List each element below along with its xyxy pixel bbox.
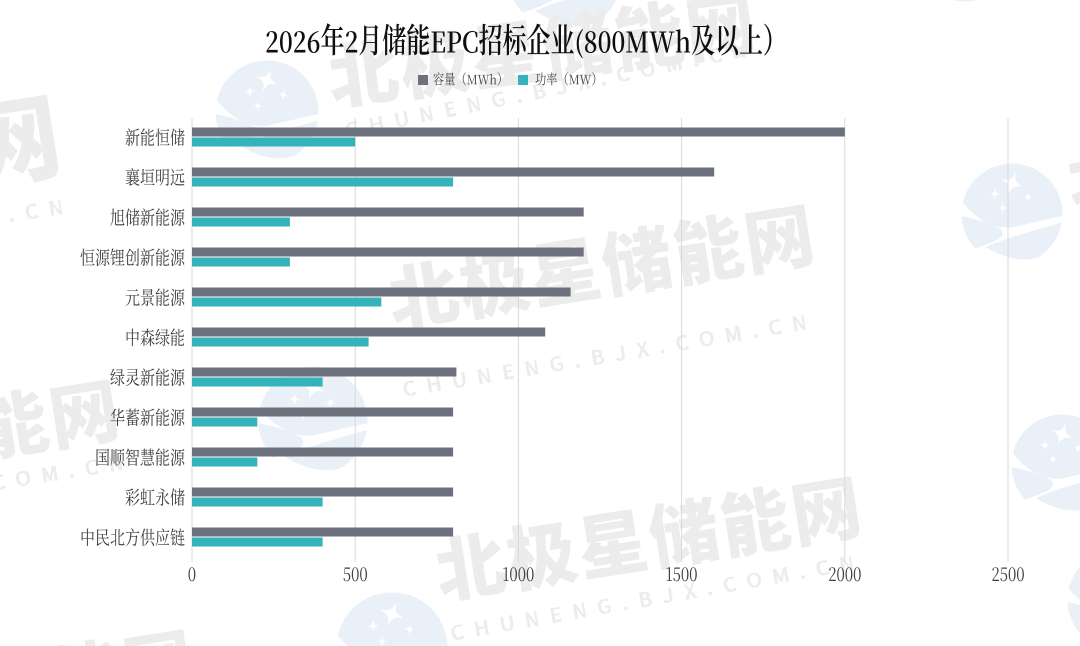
capacity-bar-1 (192, 167, 715, 177)
power-bar-9 (192, 497, 323, 507)
category-label-9 (125, 488, 185, 506)
power-bar-6 (192, 377, 323, 387)
x-tick-label-1000 (503, 567, 534, 582)
power-bar-0 (192, 137, 356, 147)
category-label-1 (125, 168, 185, 186)
power-bar-2 (192, 217, 290, 227)
power-bar-4 (192, 297, 382, 307)
x-tick-label-2500 (992, 567, 1024, 582)
x-tick-label-1500 (666, 567, 697, 582)
capacity-bar-10 (192, 527, 454, 537)
x-tick-label-500 (343, 567, 367, 582)
capacity-bar-7 (192, 407, 454, 417)
legend-swatch-power (518, 75, 528, 85)
legend-swatch-capacity (418, 75, 428, 85)
capacity-bar-3 (192, 247, 584, 257)
capacity-bar-5 (192, 327, 546, 337)
power-bar-5 (192, 337, 369, 347)
category-label-2 (110, 208, 185, 226)
chart-title-visual (266, 23, 772, 59)
power-bar-1 (192, 177, 454, 187)
capacity-bar-8 (192, 447, 454, 457)
category-label-4 (125, 288, 185, 307)
legend-label-capacity-visual (433, 72, 501, 86)
power-bar-10 (192, 537, 323, 547)
category-label-7 (110, 408, 185, 427)
x-tick-label-0 (188, 567, 196, 582)
capacity-bar-2 (192, 207, 584, 217)
category-label-10 (81, 528, 185, 547)
capacity-bar-4 (192, 287, 571, 297)
capacity-bar-9 (192, 487, 454, 497)
capacity-bar-6 (192, 367, 457, 377)
category-label-0 (125, 128, 185, 146)
legend-label-power-visual (535, 72, 596, 86)
capacity-bar-0 (192, 127, 845, 137)
power-bar-8 (192, 457, 258, 467)
power-bar-3 (192, 257, 290, 267)
category-label-8 (96, 448, 185, 467)
category-label-3 (80, 248, 185, 267)
category-label-5 (126, 328, 185, 347)
power-bar-7 (192, 417, 258, 427)
category-label-6 (110, 368, 185, 387)
x-tick-label-2000 (829, 567, 861, 582)
